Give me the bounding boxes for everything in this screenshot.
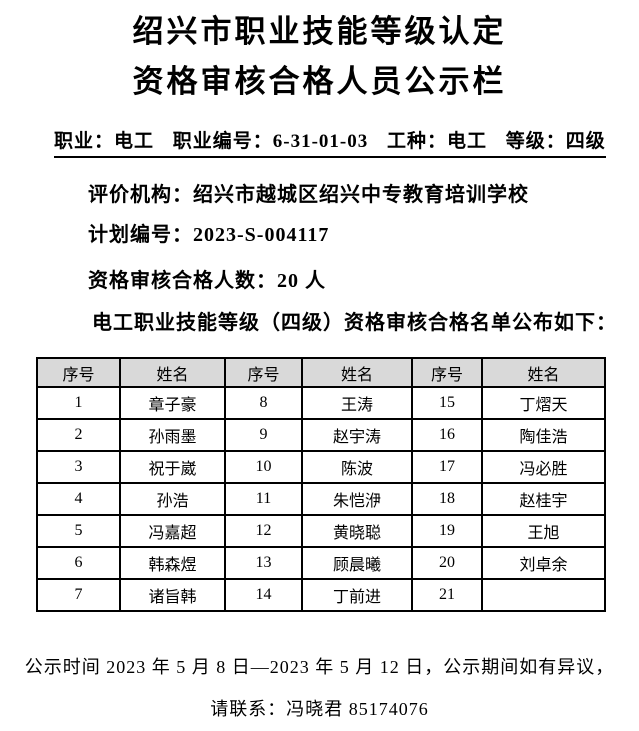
name-cell: 韩森煜 [119,546,226,580]
serial-cell: 8 [224,386,303,420]
table-row: 6 韩森煜 13 顾晨曦 20 刘卓余 [36,546,606,580]
serial-cell: 15 [411,386,483,420]
plan-number-line: 计划编号：2023-S-004117 [88,224,330,246]
name-cell: 王旭 [481,514,606,548]
serial-cell: 13 [224,546,303,580]
page-title-line-2: 资格审核合格人员公示栏 [132,64,507,99]
occupation-line: 职业：电工 职业编号：6-31-01-03 工种：电工 等级：四级 [54,126,606,158]
serial-cell: 18 [411,482,483,516]
table-row: 4 孙浩 11 朱恺洢 18 赵桂宇 [36,482,606,516]
name-cell: 孙浩 [119,482,226,516]
occupation-code-segment: 职业编号：6-31-01-03 [172,131,369,152]
name-cell: 赵宇涛 [301,418,413,452]
name-cell: 陈波 [301,450,413,484]
serial-cell: 6 [36,546,121,580]
table-row: 3 祝于崴 10 陈波 17 冯必胜 [36,450,606,484]
table-header-cell: 序号 [36,357,121,388]
table-header-cell: 序号 [411,357,483,388]
name-cell: 孙雨墨 [119,418,226,452]
name-cell: 赵桂宇 [481,482,606,516]
serial-cell: 17 [411,450,483,484]
occupation-segment: 职业：电工 [54,131,155,152]
serial-cell: 5 [36,514,121,548]
table-header-cell: 姓名 [481,357,606,388]
serial-cell: 11 [224,482,303,516]
occupation-line-wrap: 职业：电工 职业编号：6-31-01-03 工种：电工 等级：四级 [54,126,639,158]
table-header-cell: 序号 [224,357,303,388]
serial-cell: 19 [411,514,483,548]
name-cell [481,578,606,612]
evaluation-agency-line: 评价机构：绍兴市越城区绍兴中专教育培训学校 [88,184,529,206]
name-cell: 诸旨韩 [119,578,226,612]
serial-cell: 12 [224,514,303,548]
serial-cell: 7 [36,578,121,612]
serial-cell: 1 [36,386,121,420]
name-cell: 黄晓聪 [301,514,413,548]
serial-cell: 16 [411,418,483,452]
serial-cell: 20 [411,546,483,580]
name-cell: 冯必胜 [481,450,606,484]
serial-cell: 2 [36,418,121,452]
table-header-row: 序号 姓名 序号 姓名 序号 姓名 [36,357,606,388]
roster-table-head: 序号 姓名 序号 姓名 序号 姓名 [36,357,606,388]
name-cell: 陶佳浩 [481,418,606,452]
name-cell: 王涛 [301,386,413,420]
roster-table: 序号 姓名 序号 姓名 序号 姓名 1 章子豪 8 王涛 15 丁熠天 2 孙雨墨 9 赵宇涛 16 陶佳浩 3 祝… [36,357,606,612]
serial-cell: 3 [36,450,121,484]
page-title-line-1: 绍兴市职业技能等级认定 [132,14,507,49]
contact-line: 请联系：冯晓君 85174076 [210,699,429,719]
name-cell: 冯嘉超 [119,514,226,548]
name-cell: 朱恺洢 [301,482,413,516]
publicity-period-line: 公示时间 2023 年 5 月 8 日—2023 年 5 月 12 日，公示期间… [24,657,615,677]
table-header-cell: 姓名 [301,357,413,388]
serial-cell: 21 [411,578,483,612]
name-cell: 丁前进 [301,578,413,612]
serial-cell: 10 [224,450,303,484]
table-row: 2 孙雨墨 9 赵宇涛 16 陶佳浩 [36,418,606,452]
table-header-cell: 姓名 [119,357,226,388]
roster-table-body: 1 章子豪 8 王涛 15 丁熠天 2 孙雨墨 9 赵宇涛 16 陶佳浩 3 祝于崴 10 陈波 17 冯必胜 4 孙… [36,386,606,612]
name-cell: 章子豪 [119,386,226,420]
table-row: 1 章子豪 8 王涛 15 丁熠天 [36,386,606,420]
serial-cell: 14 [224,578,303,612]
table-row: 7 诸旨韩 14 丁前进 21 [36,578,606,612]
table-row: 5 冯嘉超 12 黄晓聪 19 王旭 [36,514,606,548]
name-cell: 顾晨曦 [301,546,413,580]
pass-count-line: 资格审核合格人数：20 人 [88,270,326,292]
level-segment: 等级：四级 [505,131,606,152]
name-cell: 祝于崴 [119,450,226,484]
worktype-segment: 工种：电工 [387,131,488,152]
name-cell: 刘卓余 [481,546,606,580]
serial-cell: 4 [36,482,121,516]
serial-cell: 9 [224,418,303,452]
list-intro-line: 电工职业技能等级（四级）资格审核合格名单公布如下： [92,312,617,334]
name-cell: 丁熠天 [481,386,606,420]
